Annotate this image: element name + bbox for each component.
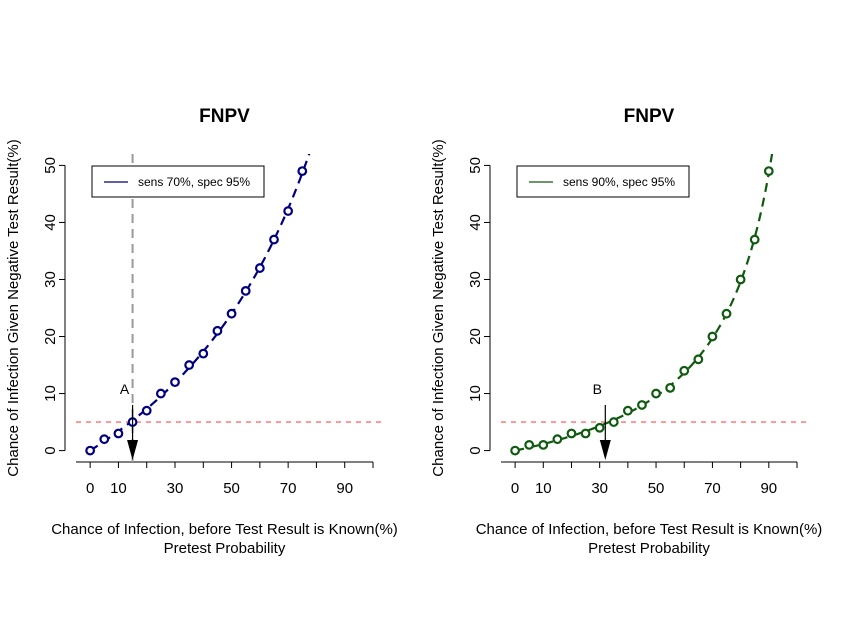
y-tick-label: 50 (467, 157, 484, 174)
x-axis-sublabel: Pretest Probability (588, 540, 710, 557)
y-tick-label: 50 (42, 157, 59, 174)
legend-label: sens 70%, spec 95% (138, 175, 250, 189)
x-axis: 0 10 30 50 70 90 (501, 461, 798, 497)
x-tick-label: 0 (511, 480, 519, 497)
data-point (269, 234, 279, 245)
data-point (552, 434, 563, 445)
x-tick-label: 90 (336, 480, 353, 497)
data-point (622, 405, 633, 416)
legend-label: sens 90%, spec 95% (563, 175, 675, 189)
data-point (212, 325, 223, 336)
data-point (198, 348, 209, 359)
data-point (693, 354, 704, 365)
data-point (297, 166, 308, 177)
data-point (184, 360, 195, 370)
y-tick-label: 30 (42, 271, 59, 288)
data-point (763, 166, 774, 177)
data-point (141, 405, 152, 416)
x-tick-label: 70 (280, 480, 297, 497)
data-point (240, 285, 251, 296)
data-point (749, 234, 760, 245)
data-point (85, 445, 96, 456)
annotation-label: B (593, 381, 602, 397)
x-axis-sublabel: Pretest Probability (164, 540, 286, 557)
y-axis-label: Chance of Infection Given Negative Test … (5, 139, 22, 476)
data-point (538, 439, 549, 450)
y-tick-label: 30 (467, 271, 484, 288)
data-point (170, 377, 180, 388)
data-point (735, 274, 746, 285)
annotation-label: A (120, 381, 130, 397)
y-tick-label: 10 (467, 385, 484, 402)
data-point (651, 388, 661, 399)
series-points (85, 166, 308, 456)
x-tick-label: 30 (591, 480, 608, 497)
y-axis-label: Chance of Infection Given Negative Test … (430, 139, 447, 476)
annotation-arrow-head (127, 440, 139, 460)
x-axis-label: Chance of Infection, before Test Result … (51, 521, 398, 538)
data-point (254, 263, 265, 273)
series-points (510, 166, 774, 456)
y-axis: 0 10 20 30 40 50 (42, 157, 66, 455)
y-tick-label: 0 (42, 446, 59, 454)
data-point (283, 206, 294, 216)
data-point (707, 331, 718, 342)
x-tick-label: 90 (760, 480, 777, 497)
annotation-a: A (120, 381, 139, 460)
x-axis: 0 10 30 50 70 90 (76, 461, 374, 497)
legend: sens 90%, spec 95% (516, 165, 690, 198)
data-point (594, 422, 605, 433)
data-point (580, 428, 591, 439)
data-point (637, 400, 647, 410)
x-tick-label: 30 (167, 480, 184, 497)
data-point (226, 308, 237, 319)
y-axis: 0 10 20 30 40 50 (467, 157, 491, 455)
data-point (566, 428, 577, 439)
data-point (679, 365, 690, 376)
series-curve (89, 154, 311, 452)
y-tick-label: 40 (42, 214, 59, 231)
data-point (721, 308, 732, 319)
chart-panel-1: FNPV 0 10 30 50 70 90 0 10 20 30 40 50 Chance of Infe… (5, 106, 398, 557)
x-tick-label: 50 (223, 480, 240, 497)
x-tick-label: 50 (648, 480, 665, 497)
data-point (510, 445, 520, 456)
y-tick-label: 0 (467, 446, 484, 454)
data-point (155, 388, 166, 399)
x-axis-label: Chance of Infection, before Test Result … (476, 521, 823, 538)
data-point (665, 382, 676, 393)
y-tick-label: 20 (42, 328, 59, 345)
y-tick-label: 20 (467, 328, 484, 345)
x-tick-label: 10 (110, 480, 127, 497)
annotation-arrow-head (599, 440, 611, 460)
data-point (113, 428, 124, 439)
data-point (99, 434, 110, 445)
legend: sens 70%, spec 95% (91, 165, 265, 198)
x-tick-label: 10 (535, 480, 552, 497)
x-tick-label: 0 (86, 480, 94, 497)
y-tick-label: 10 (42, 385, 59, 402)
chart-panel-2: FNPV 0 10 30 50 70 90 0 10 20 30 40 50 Chance of Infe… (430, 106, 822, 557)
chart-title: FNPV (199, 106, 250, 127)
y-tick-label: 40 (467, 214, 484, 231)
chart-title: FNPV (624, 106, 675, 127)
x-tick-label: 70 (704, 480, 721, 497)
annotation-b: B (593, 381, 611, 460)
data-point (524, 439, 535, 450)
data-point (608, 417, 619, 427)
